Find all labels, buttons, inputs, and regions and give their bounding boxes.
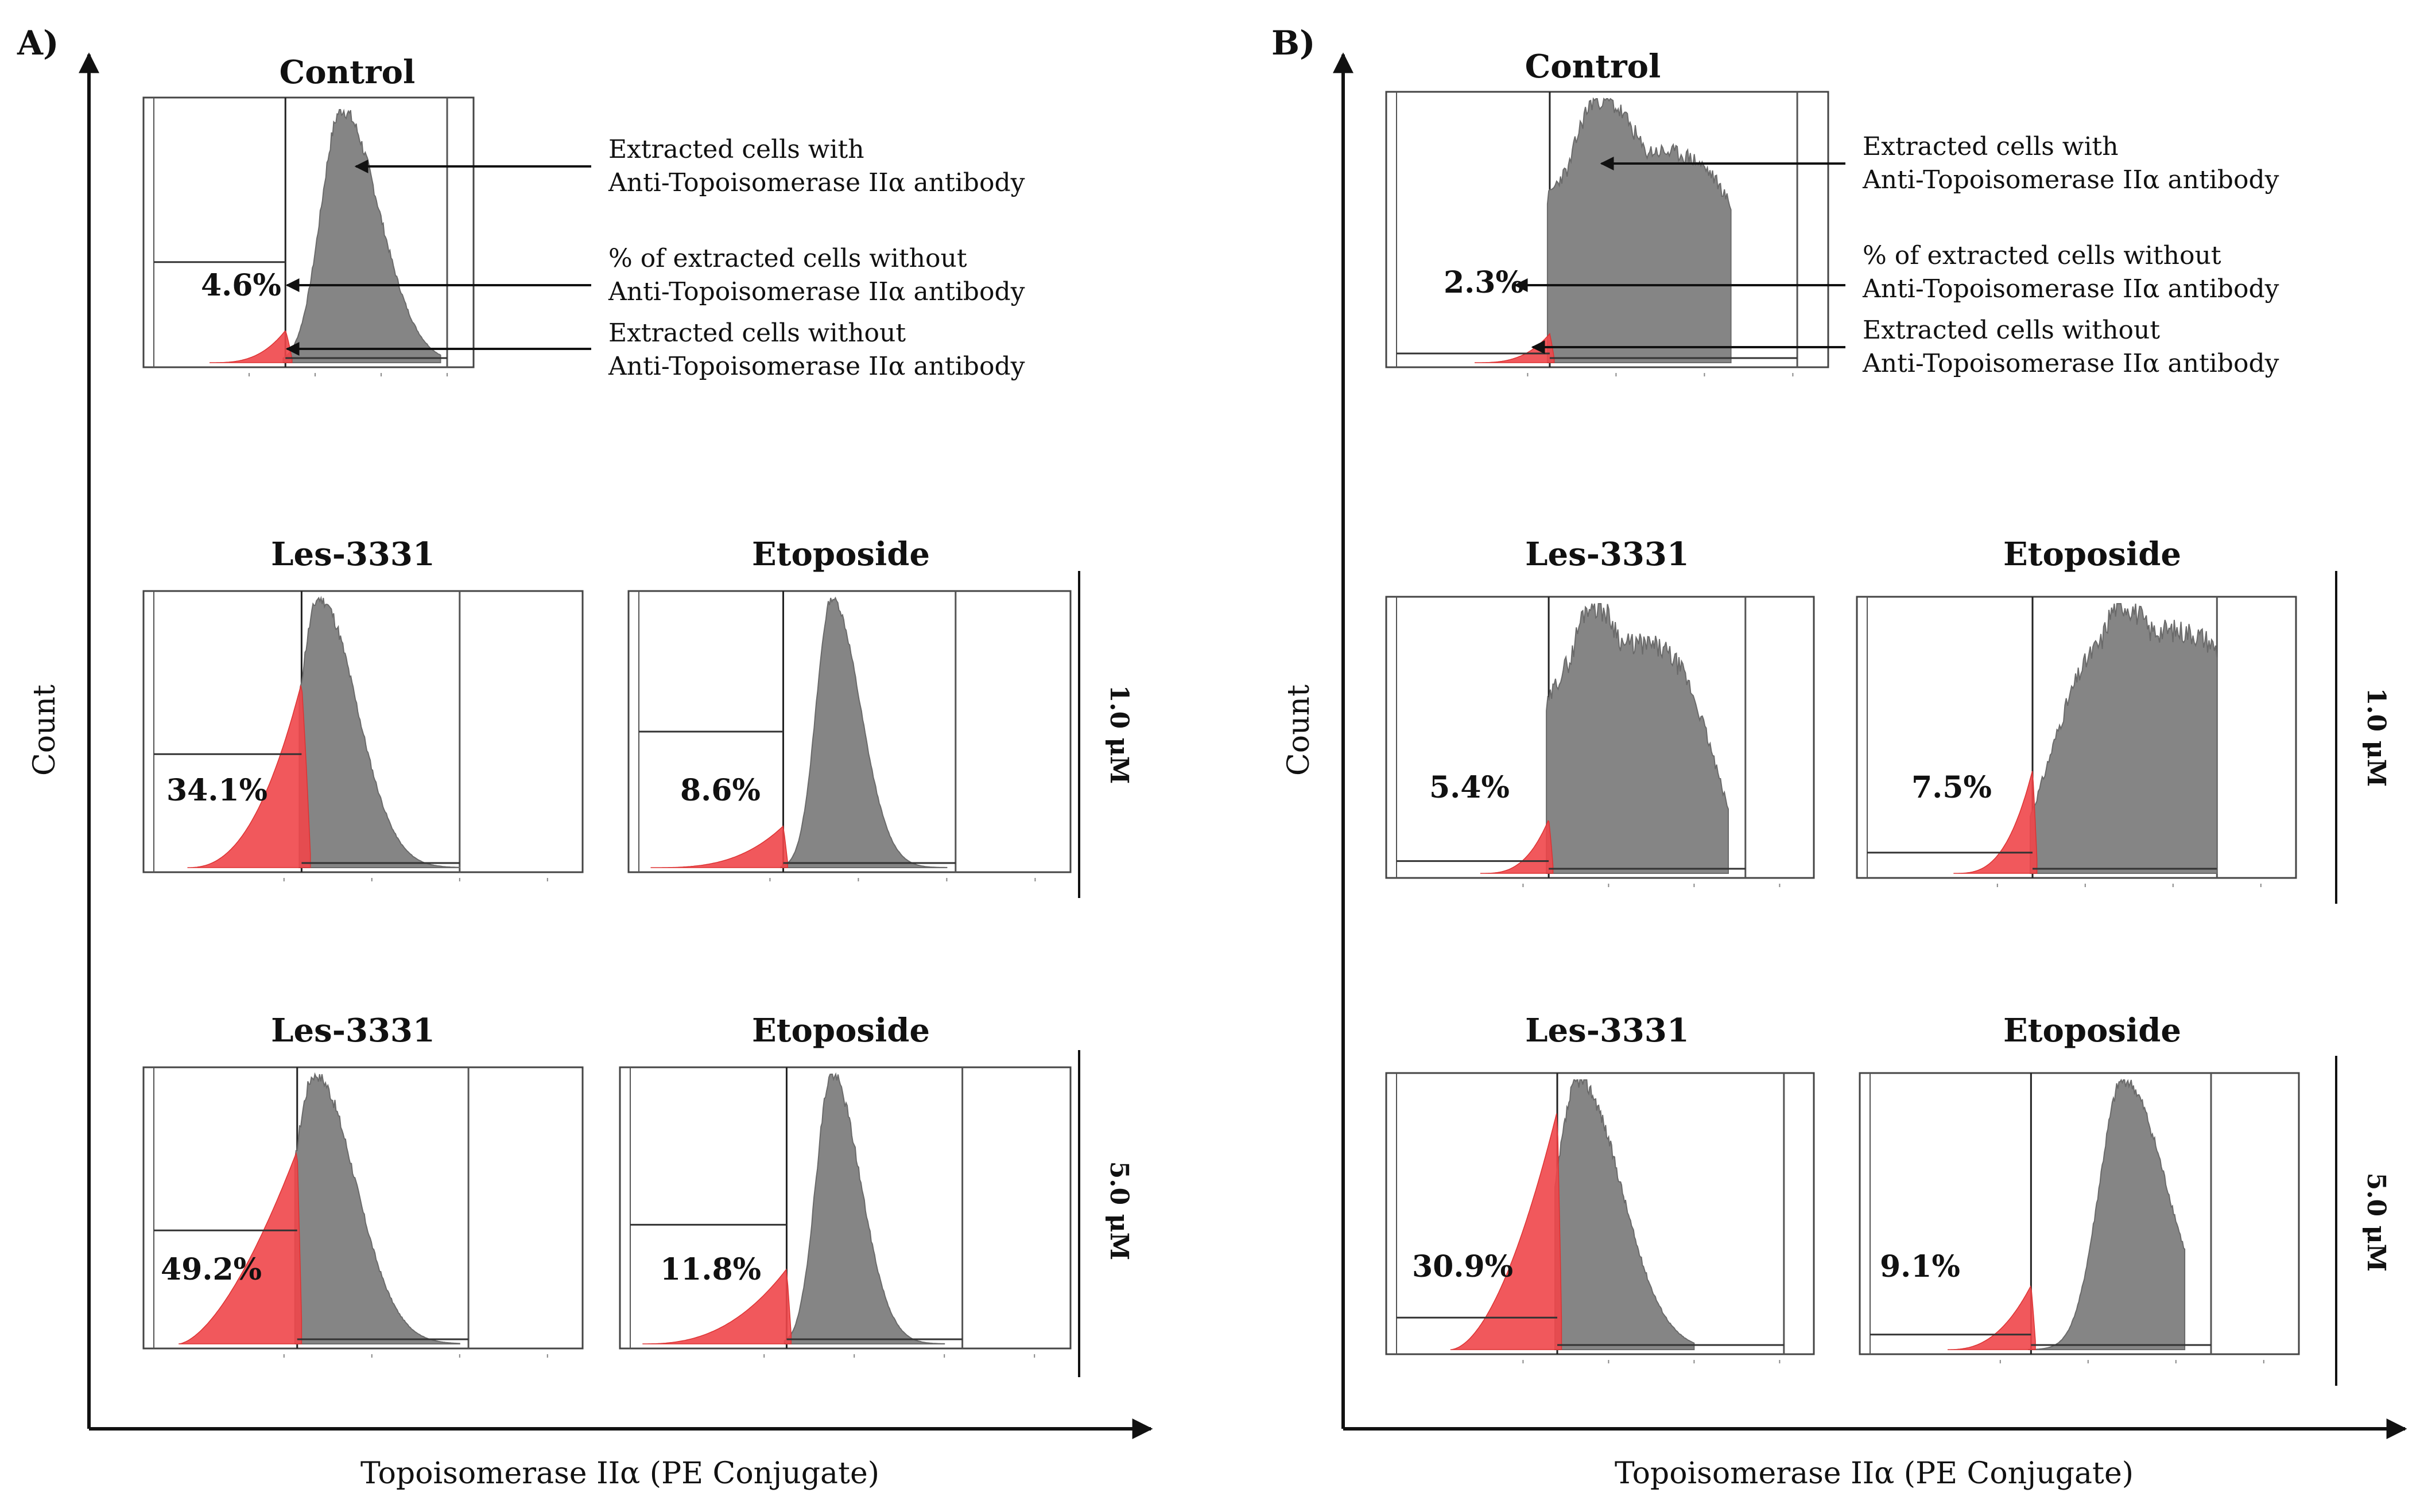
negative-histogram <box>650 825 788 868</box>
plot-title: Les-3331 <box>271 1012 435 1050</box>
plot-frame <box>627 590 1072 873</box>
plot-frame <box>619 1066 1072 1350</box>
y-axis-label: Count <box>28 685 62 776</box>
histogram-plot <box>627 590 1072 881</box>
positive-histogram <box>1546 97 1732 363</box>
annotation-line2: Anti-Topoisomerase IIα antibody <box>608 168 1025 197</box>
positive-histogram <box>1546 603 1729 874</box>
control-percent-label: 4.6% <box>201 268 281 303</box>
plot-title: Les-3331 <box>271 535 435 573</box>
histogram-plot <box>1385 1072 1815 1363</box>
positive-histogram <box>1554 1079 1695 1350</box>
annotation-line2: Anti-Topoisomerase IIα antibody <box>608 352 1025 381</box>
percent-label: 30.9% <box>1412 1249 1513 1284</box>
annotation-line2: Anti-Topoisomerase IIα antibody <box>608 277 1025 306</box>
positive-histogram <box>2028 1078 2186 1350</box>
percent-label: 7.5% <box>1911 770 1992 805</box>
positive-histogram <box>282 108 441 363</box>
histogram-plot <box>1859 1072 2300 1363</box>
plot-frame <box>142 590 584 873</box>
histogram-plot <box>1385 596 1815 887</box>
percent-label: 8.6% <box>680 773 761 808</box>
plot-frame <box>142 96 475 368</box>
panel-B: B) Count Topoisomerase IIα (PE Conjugate) C… <box>1271 24 2407 1491</box>
control-percent-label: 2.3% <box>1444 265 1524 300</box>
plot-title: Les-3331 <box>1525 535 1689 573</box>
control-histogram-plot <box>1385 91 1829 376</box>
y-axis-label: Count <box>1282 685 1316 776</box>
concentration-label: 1.0 μM <box>1104 685 1134 784</box>
concentration-label: 5.0 μM <box>1104 1161 1134 1261</box>
x-axis-label: Topoisomerase IIα (PE Conjugate) <box>1615 1456 2134 1491</box>
panel-label: B) <box>1271 24 1315 63</box>
histogram-plot <box>142 1066 584 1358</box>
annotation-line2: Anti-Topoisomerase IIα antibody <box>1862 349 2279 378</box>
annotation-line1: Extracted cells without <box>608 318 906 348</box>
panel-label: A) <box>17 24 59 63</box>
negative-histogram <box>210 331 293 363</box>
control-title: Control <box>280 53 416 91</box>
plot-frame <box>1385 91 1829 368</box>
negative-histogram <box>1953 771 2038 874</box>
annotation-line1: % of extracted cells without <box>608 244 967 273</box>
percent-label: 49.2% <box>161 1252 262 1287</box>
histogram-plot <box>619 1066 1072 1358</box>
plot-frame <box>1856 596 2297 879</box>
plot-frame <box>1385 596 1815 879</box>
negative-histogram <box>1948 1285 2036 1350</box>
annotation-line2: Anti-Topoisomerase IIα antibody <box>1862 165 2279 195</box>
positive-histogram <box>784 1072 945 1344</box>
plot-frame <box>1859 1072 2300 1355</box>
x-axis-label: Topoisomerase IIα (PE Conjugate) <box>360 1456 879 1491</box>
percent-label: 34.1% <box>166 773 267 808</box>
plot-title: Etoposide <box>2003 535 2181 573</box>
histogram-plot <box>142 590 584 881</box>
annotation-line1: Extracted cells with <box>1863 132 2119 161</box>
control-histogram-plot <box>142 96 475 376</box>
panel-A: A) Count Topoisomerase IIα (PE Conjugate) C… <box>17 24 1153 1491</box>
positive-histogram <box>294 1072 460 1344</box>
concentration-label: 5.0 μM <box>2361 1173 2391 1272</box>
plot-frame <box>1385 1072 1815 1355</box>
negative-histogram <box>1480 820 1554 874</box>
plot-title: Etoposide <box>752 1012 930 1050</box>
positive-histogram <box>780 596 948 868</box>
negative-histogram <box>187 685 311 868</box>
histogram-plot <box>1856 596 2297 887</box>
percent-label: 11.8% <box>660 1252 761 1287</box>
concentration-label: 1.0 μM <box>2361 688 2391 787</box>
annotation-line1: Extracted cells with <box>608 135 864 164</box>
positive-histogram <box>298 596 460 868</box>
percent-label: 5.4% <box>1429 770 1510 805</box>
annotation-line1: Extracted cells without <box>1863 316 2160 345</box>
negative-histogram <box>179 1152 302 1344</box>
plot-frame <box>142 1066 584 1350</box>
plot-title: Etoposide <box>2003 1012 2181 1050</box>
positive-histogram <box>2030 603 2218 874</box>
annotation-line1: % of extracted cells without <box>1863 241 2221 270</box>
negative-histogram <box>642 1268 792 1344</box>
plot-title: Etoposide <box>752 535 930 573</box>
annotation-line2: Anti-Topoisomerase IIα antibody <box>1862 274 2279 304</box>
control-title: Control <box>1525 48 1661 85</box>
negative-histogram <box>1450 1113 1562 1350</box>
plot-title: Les-3331 <box>1525 1012 1689 1050</box>
percent-label: 9.1% <box>1880 1249 1960 1284</box>
